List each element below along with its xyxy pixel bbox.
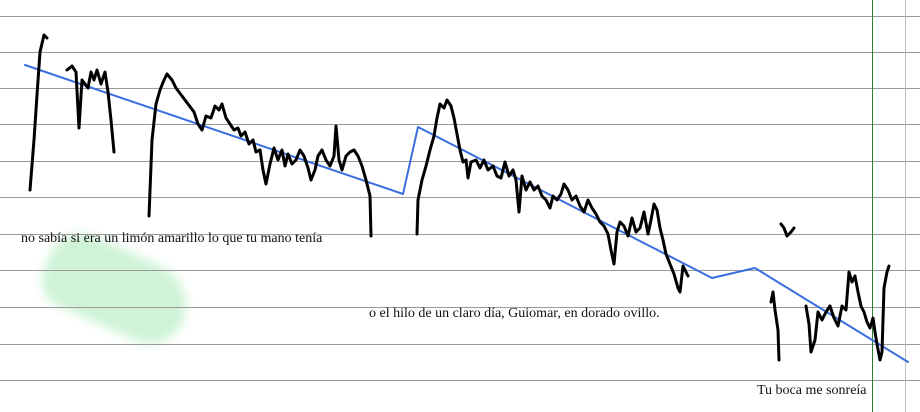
caption-line-1: no sabía si era un limón amarillo lo que… — [21, 231, 323, 246]
guide-strokes — [24, 64, 909, 363]
ink-stroke-4 — [415, 98, 690, 294]
guide-stroke-1 — [24, 64, 909, 363]
ink-stroke-2 — [65, 64, 116, 154]
ruled-lines — [0, 16, 920, 381]
ink-strokes — [28, 33, 891, 362]
ink-stroke-6 — [769, 290, 781, 362]
ink-stroke-1 — [28, 33, 49, 192]
caption-line-3: Tu boca me sonreía — [757, 383, 867, 398]
ink-stroke-3 — [147, 72, 373, 238]
ink-stroke-7 — [804, 264, 891, 362]
caption-line-2: o el hilo de un claro día, Guiomar, en d… — [369, 306, 660, 321]
ink-stroke-5 — [779, 222, 796, 238]
